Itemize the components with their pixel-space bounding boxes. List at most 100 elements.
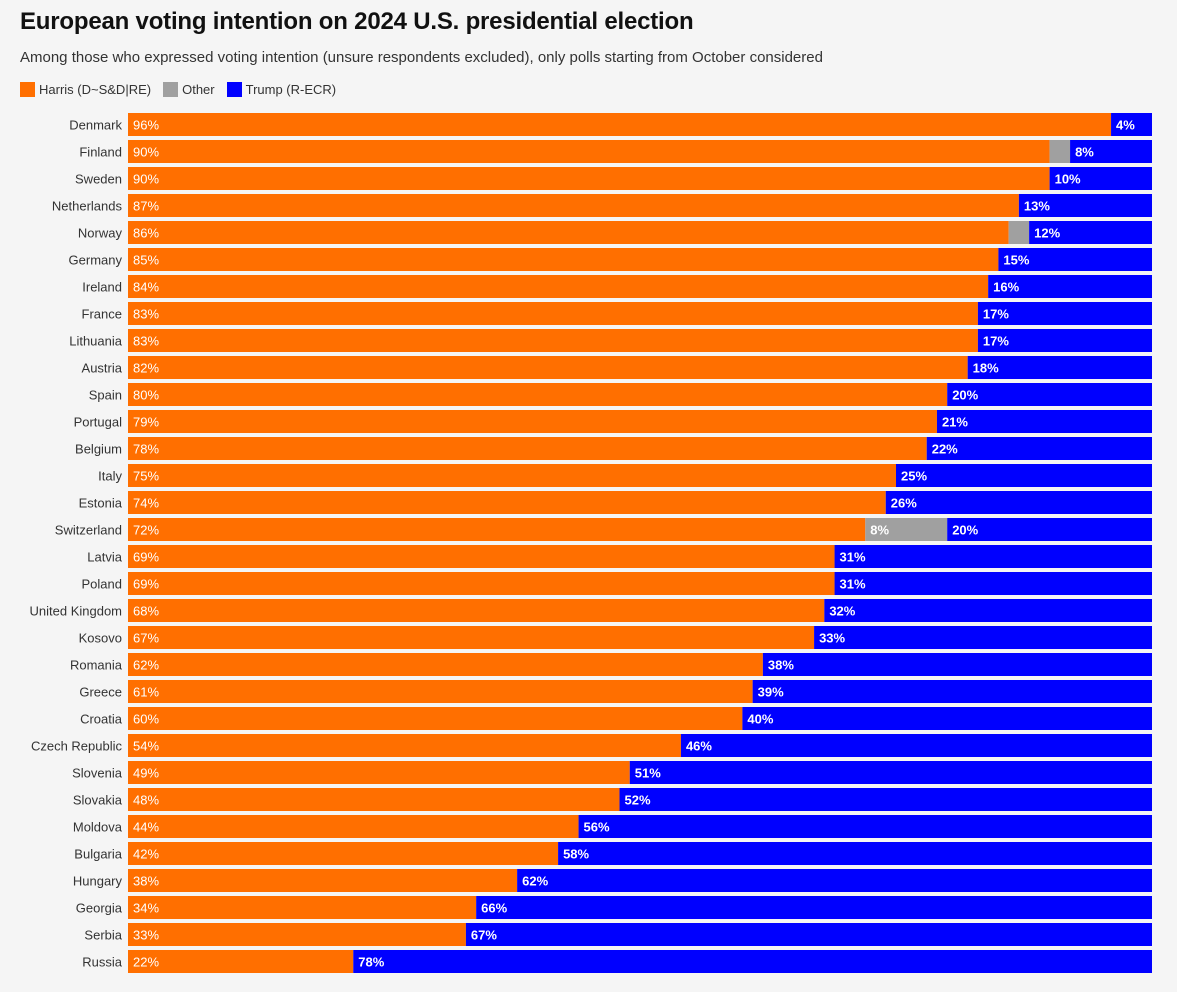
bar-harris-lithuania[interactable] <box>128 329 978 352</box>
bar-trump-italy[interactable] <box>896 464 1152 487</box>
bar-trump-united-kingdom[interactable] <box>824 599 1152 622</box>
legend-item-trump[interactable]: Trump (R-ECR) <box>226 82 337 97</box>
data-label-harris-poland: 69% <box>133 577 159 592</box>
data-label-trump-netherlands: 13% <box>1024 199 1050 214</box>
bar-harris-finland[interactable] <box>128 140 1050 163</box>
legend-item-other[interactable]: Other <box>163 82 215 97</box>
bar-harris-moldova[interactable] <box>128 815 579 838</box>
data-label-trump-france: 17% <box>983 307 1009 322</box>
bar-trump-hungary[interactable] <box>517 869 1152 892</box>
bar-harris-greece[interactable] <box>128 680 753 703</box>
legend-item-harris[interactable]: Harris (D~S&D|RE) <box>20 82 151 97</box>
data-label-harris-lithuania: 83% <box>133 334 159 349</box>
bar-harris-bulgaria[interactable] <box>128 842 559 865</box>
bar-trump-serbia[interactable] <box>465 923 1152 946</box>
data-label-trump-portugal: 21% <box>942 415 968 430</box>
bar-harris-estonia[interactable] <box>128 491 886 514</box>
data-label-trump-germany: 15% <box>1003 253 1029 268</box>
category-label-italy: Italy <box>98 469 122 484</box>
bar-trump-spain[interactable] <box>947 383 1152 406</box>
bar-harris-united-kingdom[interactable] <box>128 599 825 622</box>
bar-trump-belgium[interactable] <box>926 437 1152 460</box>
bar-trump-estonia[interactable] <box>885 491 1152 514</box>
bar-harris-czech-republic[interactable] <box>128 734 681 757</box>
bar-harris-romania[interactable] <box>128 653 763 676</box>
bar-trump-ireland[interactable] <box>988 275 1152 298</box>
bar-trump-bulgaria[interactable] <box>558 842 1152 865</box>
bar-other-finland[interactable] <box>1049 140 1071 163</box>
bar-row-croatia: Croatia 60% 40% <box>80 707 1152 730</box>
bar-trump-greece[interactable] <box>752 680 1152 703</box>
bar-trump-lithuania[interactable] <box>977 329 1152 352</box>
bar-trump-finland[interactable] <box>1070 140 1152 163</box>
data-label-harris-slovakia: 48% <box>133 793 159 808</box>
data-label-harris-greece: 61% <box>133 685 159 700</box>
bar-row-serbia: Serbia 33% 67% <box>84 923 1152 946</box>
legend-label-trump: Trump (R-ECR) <box>245 82 337 97</box>
bar-harris-netherlands[interactable] <box>128 194 1019 217</box>
data-label-harris-norway: 86% <box>133 226 159 241</box>
category-label-finland: Finland <box>79 145 122 160</box>
bar-harris-italy[interactable] <box>128 464 896 487</box>
bar-harris-slovakia[interactable] <box>128 788 620 811</box>
bar-trump-portugal[interactable] <box>936 410 1152 433</box>
bar-trump-romania[interactable] <box>762 653 1152 676</box>
category-label-latvia: Latvia <box>87 550 122 565</box>
bar-trump-kosovo[interactable] <box>814 626 1152 649</box>
bar-other-norway[interactable] <box>1008 221 1030 244</box>
category-label-united-kingdom: United Kingdom <box>30 604 123 619</box>
bar-harris-france[interactable] <box>128 302 978 325</box>
bar-harris-spain[interactable] <box>128 383 948 406</box>
bar-harris-georgia[interactable] <box>128 896 477 919</box>
bar-harris-sweden[interactable] <box>128 167 1050 190</box>
bar-trump-france[interactable] <box>977 302 1152 325</box>
bar-harris-portugal[interactable] <box>128 410 937 433</box>
bar-harris-hungary[interactable] <box>128 869 518 892</box>
bar-harris-denmark[interactable] <box>128 113 1112 136</box>
bar-harris-poland[interactable] <box>128 572 835 595</box>
bar-harris-switzerland[interactable] <box>128 518 866 541</box>
data-label-trump-serbia: 67% <box>471 928 497 943</box>
bar-harris-serbia[interactable] <box>128 923 466 946</box>
bar-trump-russia[interactable] <box>353 950 1152 973</box>
bar-trump-germany[interactable] <box>998 248 1152 271</box>
bar-trump-sweden[interactable] <box>1049 167 1152 190</box>
bar-row-ireland: Ireland 84% 16% <box>82 275 1152 298</box>
bar-trump-netherlands[interactable] <box>1018 194 1152 217</box>
bar-trump-denmark[interactable] <box>1111 113 1152 136</box>
bar-row-germany: Germany 85% 15% <box>69 248 1152 271</box>
bar-harris-slovenia[interactable] <box>128 761 630 784</box>
bar-trump-norway[interactable] <box>1029 221 1152 244</box>
bar-trump-slovenia[interactable] <box>629 761 1152 784</box>
bar-harris-germany[interactable] <box>128 248 999 271</box>
bar-trump-croatia[interactable] <box>742 707 1152 730</box>
bar-harris-austria[interactable] <box>128 356 968 379</box>
bar-harris-latvia[interactable] <box>128 545 835 568</box>
category-label-moldova: Moldova <box>73 820 123 835</box>
bar-trump-czech-republic[interactable] <box>680 734 1152 757</box>
category-label-bulgaria: Bulgaria <box>74 847 122 862</box>
bar-harris-ireland[interactable] <box>128 275 989 298</box>
data-label-trump-united-kingdom: 32% <box>829 604 855 619</box>
category-label-kosovo: Kosovo <box>79 631 122 646</box>
data-label-harris-czech-republic: 54% <box>133 739 159 754</box>
bar-other-switzerland[interactable] <box>865 518 948 541</box>
category-label-croatia: Croatia <box>80 712 123 727</box>
bar-harris-belgium[interactable] <box>128 437 927 460</box>
bar-harris-kosovo[interactable] <box>128 626 815 649</box>
bar-trump-slovakia[interactable] <box>619 788 1152 811</box>
data-label-trump-belgium: 22% <box>932 442 958 457</box>
bar-harris-russia[interactable] <box>128 950 354 973</box>
bar-trump-austria[interactable] <box>967 356 1152 379</box>
bar-trump-moldova[interactable] <box>578 815 1152 838</box>
data-label-harris-italy: 75% <box>133 469 159 484</box>
category-label-slovakia: Slovakia <box>73 793 123 808</box>
bar-harris-norway[interactable] <box>128 221 1009 244</box>
data-label-harris-bulgaria: 42% <box>133 847 159 862</box>
bar-trump-georgia[interactable] <box>476 896 1152 919</box>
bar-trump-latvia[interactable] <box>834 545 1152 568</box>
bar-harris-croatia[interactable] <box>128 707 743 730</box>
bar-trump-poland[interactable] <box>834 572 1152 595</box>
bar-trump-switzerland[interactable] <box>947 518 1152 541</box>
